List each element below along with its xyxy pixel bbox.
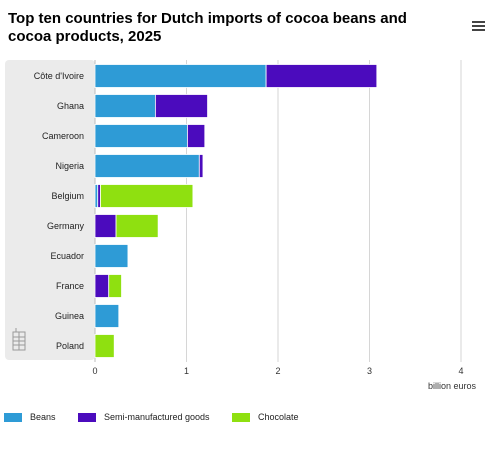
- bar-segment[interactable]: [94, 244, 129, 268]
- category-label: Côte d'Ivoire: [34, 71, 84, 81]
- category-label: Ecuador: [50, 251, 84, 261]
- legend-label: Beans: [30, 412, 56, 422]
- category-label: Poland: [56, 341, 84, 351]
- bar-segment[interactable]: [100, 184, 194, 208]
- x-tick-label: 2: [275, 366, 280, 376]
- category-highlight-band: [5, 60, 95, 360]
- building-logo-icon: [12, 328, 26, 351]
- bar-segment[interactable]: [94, 274, 110, 298]
- bar-segment[interactable]: [94, 334, 115, 358]
- bar-segment[interactable]: [94, 94, 156, 118]
- bar-segment[interactable]: [94, 124, 188, 148]
- chart-title: Top ten countries for Dutch imports of c…: [8, 10, 407, 45]
- bar-segment[interactable]: [94, 64, 267, 88]
- x-tick-labels: 0 1 2 3 4: [92, 366, 463, 376]
- legend-item[interactable]: Beans: [4, 412, 56, 422]
- legend-item[interactable]: Semi-manufactured goods: [78, 412, 210, 422]
- bars: [94, 64, 378, 358]
- bar-segment[interactable]: [94, 304, 120, 328]
- x-tick-label: 1: [184, 366, 189, 376]
- bar-segment[interactable]: [187, 124, 206, 148]
- bar-segment[interactable]: [94, 154, 200, 178]
- legend-swatch: [232, 412, 250, 422]
- legend: Beans Semi-manufactured goods Chocolate: [0, 412, 500, 432]
- bar-segment[interactable]: [265, 64, 378, 88]
- x-tick-label: 4: [458, 366, 463, 376]
- chart-menu-button[interactable]: [468, 16, 490, 36]
- legend-swatch: [4, 412, 22, 422]
- x-axis-label: billion euros: [428, 381, 477, 391]
- category-label: Ghana: [57, 101, 84, 111]
- legend-label: Chocolate: [258, 412, 299, 422]
- category-label: Cameroon: [42, 131, 84, 141]
- chart-plot-area: Côte d'Ivoire Ghana Cameroon Nigeria Belgium…: [5, 60, 477, 391]
- bar-segment[interactable]: [154, 94, 208, 118]
- bar-segment[interactable]: [94, 184, 99, 208]
- bar-segment[interactable]: [94, 214, 117, 238]
- category-label: Guinea: [55, 311, 84, 321]
- bar-segment[interactable]: [198, 154, 204, 178]
- legend-label: Semi-manufactured goods: [104, 412, 210, 422]
- x-tick-label: 0: [92, 366, 97, 376]
- category-labels: Côte d'Ivoire Ghana Cameroon Nigeria Belgium…: [34, 71, 85, 351]
- bar-segment[interactable]: [115, 214, 159, 238]
- category-label: Belgium: [51, 191, 84, 201]
- category-label: Nigeria: [55, 161, 84, 171]
- legend-swatch: [78, 412, 96, 422]
- x-tick-label: 3: [367, 366, 372, 376]
- category-label: Germany: [47, 221, 85, 231]
- bar-segment[interactable]: [108, 274, 122, 298]
- legend-item[interactable]: Chocolate: [232, 412, 299, 422]
- bar-segment[interactable]: [97, 184, 101, 208]
- category-label: France: [56, 281, 84, 291]
